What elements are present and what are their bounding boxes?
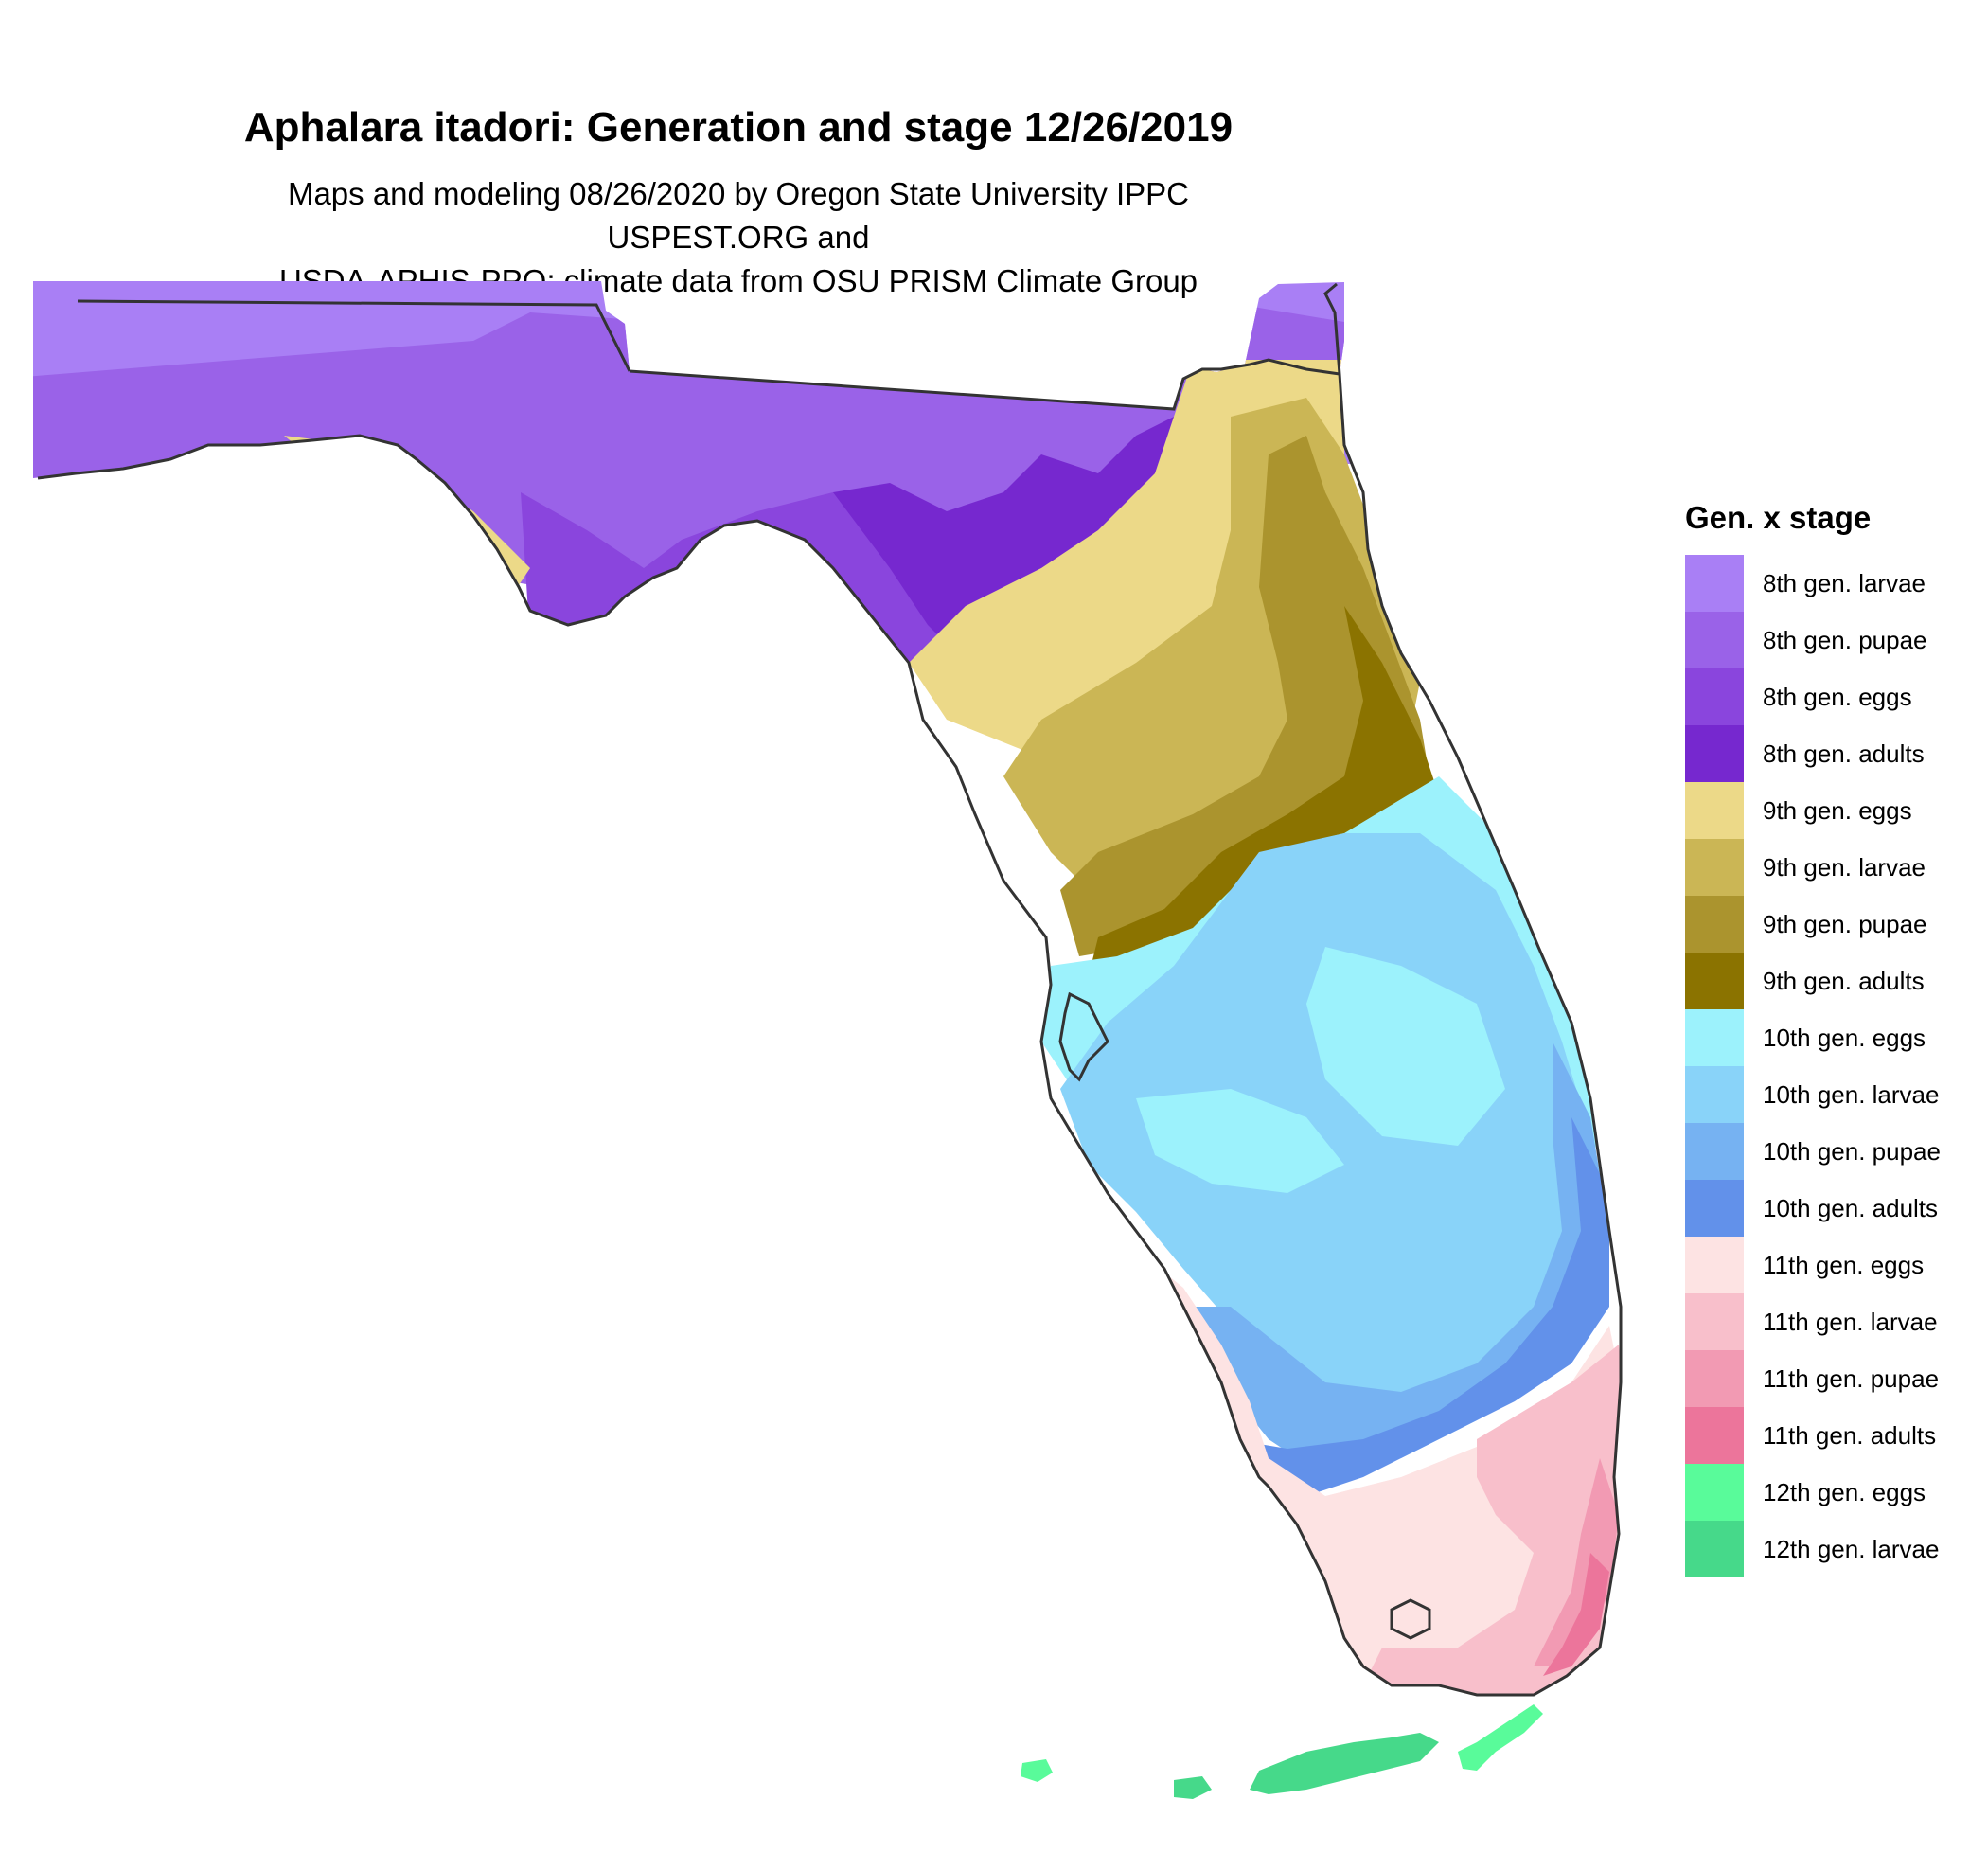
legend-swatch: [1685, 1350, 1744, 1407]
zone-8th-adults: [833, 417, 1193, 663]
zone-9th-adults: [1089, 606, 1439, 975]
keys-12th-larvae-west: [1174, 1776, 1212, 1799]
zone-10th-adults: [1231, 1117, 1609, 1496]
legend-swatch: [1685, 1293, 1744, 1350]
legend-label: 10th gen. eggs: [1763, 1023, 1926, 1052]
keys-12th-larvae: [1250, 1733, 1439, 1794]
legend-label: 12th gen. eggs: [1763, 1477, 1926, 1506]
map-title: Aphalara itadori: Generation and stage 1…: [243, 104, 1234, 151]
lake-okeechobee-area-outline: [1390, 1598, 1431, 1640]
legend-item: 9th gen. eggs: [1685, 782, 1979, 839]
zone-10th-eggs-inner-2: [1136, 1089, 1344, 1193]
legend-item: 10th gen. adults: [1685, 1180, 1979, 1237]
legend-swatch: [1685, 1521, 1744, 1577]
legend-item: 8th gen. larvae: [1685, 555, 1979, 612]
tampa-bay-outline: [1058, 991, 1109, 1082]
legend-swatch: [1685, 668, 1744, 725]
legend-label: 12th gen. larvae: [1763, 1534, 1940, 1563]
legend-label: 9th gen. adults: [1763, 966, 1925, 995]
state-outlines: [37, 282, 1623, 1697]
legend-item: 12th gen. eggs: [1685, 1464, 1979, 1521]
legend: Gen. x stage 8th gen. larvae 8th gen. pup…: [1685, 500, 1979, 1577]
legend-swatch: [1685, 1407, 1744, 1464]
legend-label: 8th gen. adults: [1763, 739, 1925, 768]
legend-item: 9th gen. pupae: [1685, 896, 1979, 953]
generation-zones: [33, 281, 1621, 1695]
legend-items: 8th gen. larvae 8th gen. pupae 8th gen. eg…: [1685, 555, 1979, 1577]
legend-swatch: [1685, 953, 1744, 1009]
legend-label: 9th gen. pupae: [1763, 909, 1927, 938]
legend-swatch: [1685, 725, 1744, 782]
georgia-border: [629, 358, 1340, 411]
legend-swatch: [1685, 782, 1744, 839]
legend-swatch: [1685, 1464, 1744, 1521]
legend-item: 8th gen. adults: [1685, 725, 1979, 782]
legend-item: 11th gen. adults: [1685, 1407, 1979, 1464]
legend-label: 11th gen. adults: [1763, 1420, 1937, 1450]
keys-12th-eggs-west: [1021, 1759, 1053, 1782]
zone-11th-eggs: [1136, 1250, 1621, 1695]
alabama-border: [77, 299, 631, 372]
legend-label: 8th gen. pupae: [1763, 625, 1927, 654]
legend-item: 9th gen. larvae: [1685, 839, 1979, 896]
legend-item: 10th gen. pupae: [1685, 1123, 1979, 1180]
legend-swatch: [1685, 896, 1744, 953]
florida-map: [33, 281, 1623, 1799]
legend-label: 10th gen. pupae: [1763, 1136, 1941, 1166]
zone-10th-eggs-inner-1: [1306, 947, 1505, 1146]
legend-swatch: [1685, 1180, 1744, 1237]
florida-coastline: [37, 282, 1623, 1697]
legend-swatch: [1685, 612, 1744, 668]
legend-label: 10th gen. larvae: [1763, 1079, 1940, 1109]
legend-item: 9th gen. adults: [1685, 953, 1979, 1009]
zone-11th-adults: [1543, 1553, 1609, 1676]
legend-item: 11th gen. larvae: [1685, 1293, 1979, 1350]
legend-label: 9th gen. larvae: [1763, 852, 1926, 882]
legend-label: 10th gen. adults: [1763, 1193, 1939, 1222]
subtitle-line-1: Maps and modeling 08/26/2020 by Oregon S…: [287, 176, 1190, 255]
legend-item: 11th gen. pupae: [1685, 1350, 1979, 1407]
legend-item: 10th gen. eggs: [1685, 1009, 1979, 1066]
florida-keys: [1021, 1704, 1543, 1799]
legend-item: 10th gen. larvae: [1685, 1066, 1979, 1123]
legend-swatch: [1685, 1066, 1744, 1123]
legend-title: Gen. x stage: [1685, 500, 1872, 535]
legend-item: 12th gen. larvae: [1685, 1521, 1979, 1577]
zone-10th-larvae: [1060, 833, 1600, 1420]
legend-swatch: [1685, 839, 1744, 896]
legend-item: 8th gen. pupae: [1685, 612, 1979, 668]
legend-label: 9th gen. eggs: [1763, 795, 1912, 825]
legend-label: 8th gen. eggs: [1763, 682, 1912, 711]
legend-label: 11th gen. pupae: [1763, 1363, 1940, 1393]
legend-item: 11th gen. eggs: [1685, 1237, 1979, 1293]
legend-swatch: [1685, 555, 1744, 612]
keys-12th-eggs: [1458, 1704, 1543, 1771]
legend-label: 11th gen. eggs: [1763, 1250, 1925, 1279]
legend-swatch: [1685, 1123, 1744, 1180]
legend-label: 8th gen. larvae: [1763, 568, 1926, 597]
legend-label: 11th gen. larvae: [1763, 1307, 1938, 1336]
legend-swatch: [1685, 1009, 1744, 1066]
legend-item: 8th gen. eggs: [1685, 668, 1979, 725]
legend-swatch: [1685, 1237, 1744, 1293]
